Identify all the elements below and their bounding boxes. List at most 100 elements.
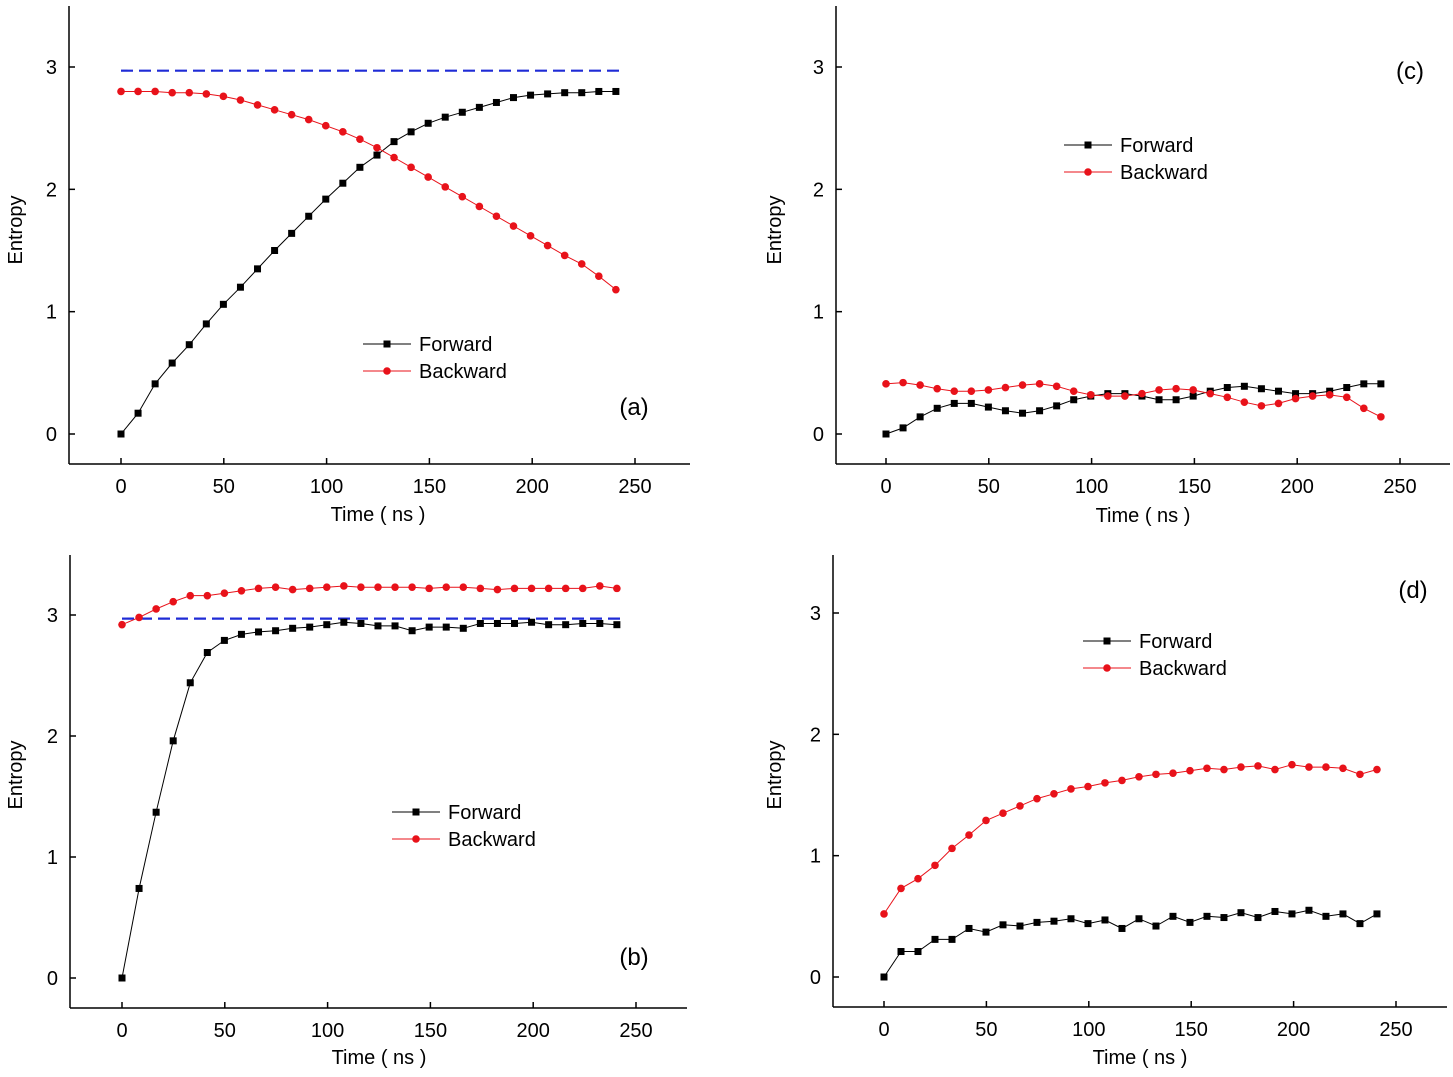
data-point-backward xyxy=(1339,764,1347,773)
data-point-forward xyxy=(1101,916,1109,924)
legend-label-forward: Forward xyxy=(1120,135,1193,157)
data-point-forward xyxy=(424,119,432,127)
data-point-forward xyxy=(272,627,280,635)
y-tick-label: 2 xyxy=(813,179,824,201)
data-point-forward xyxy=(510,619,518,627)
data-point-forward xyxy=(441,113,449,121)
data-point-backward xyxy=(459,583,468,591)
x-axis-title: Time ( ns ) xyxy=(332,1047,427,1069)
data-point-backward xyxy=(1169,769,1177,777)
data-point-forward xyxy=(1155,396,1163,404)
data-point-backward xyxy=(185,88,194,97)
data-point-forward xyxy=(459,624,467,632)
y-tick-label: 2 xyxy=(46,179,57,201)
data-point-forward xyxy=(967,399,975,407)
data-point-backward xyxy=(1305,763,1313,771)
data-point-forward xyxy=(1118,924,1126,932)
data-point-backward xyxy=(1356,770,1364,779)
data-point-forward xyxy=(1339,910,1347,918)
data-point-backward xyxy=(982,816,990,825)
x-tick-label: 100 xyxy=(311,1020,344,1042)
data-point-backward xyxy=(882,380,890,388)
data-point-backward xyxy=(458,192,467,201)
data-point-forward xyxy=(1220,914,1228,922)
legend-label-forward: Forward xyxy=(419,334,492,356)
data-point-backward xyxy=(1322,763,1330,771)
data-point-forward xyxy=(202,320,210,328)
legend-marker-backward xyxy=(1084,168,1092,176)
data-point-backward xyxy=(236,96,245,104)
data-point-backward xyxy=(613,584,621,593)
data-point-forward xyxy=(1036,407,1044,415)
data-point-backward xyxy=(578,584,587,593)
data-point-forward xyxy=(339,179,347,187)
x-tick-label: 50 xyxy=(978,476,1000,498)
data-point-backward xyxy=(1257,402,1266,410)
data-point-forward xyxy=(950,399,958,407)
data-point-backward xyxy=(322,583,331,591)
panel-b: 0 50 100 150 200 250 0 1 2 3 Time ( ns ) Entropy For… xyxy=(5,555,687,1069)
data-point-forward xyxy=(134,409,142,417)
data-point-forward xyxy=(579,619,587,627)
data-point-forward xyxy=(544,90,552,98)
panel-a: 0 50 100 150 200 250 0 1 2 3 Time ( ns ) Entropy For… xyxy=(5,6,690,526)
data-point-forward xyxy=(152,808,160,816)
x-tick-label: 200 xyxy=(1281,476,1314,498)
y-tick-label: 3 xyxy=(47,605,58,627)
data-point-backward xyxy=(1373,765,1381,774)
data-point-backward xyxy=(999,809,1007,817)
y-tick-label: 1 xyxy=(810,846,821,868)
data-point-forward xyxy=(1053,402,1061,410)
data-point-forward xyxy=(528,618,536,626)
data-point-backward xyxy=(914,874,922,883)
data-point-backward xyxy=(186,591,195,600)
data-point-backward xyxy=(899,378,907,387)
data-point-forward xyxy=(1070,396,1078,404)
data-point-forward xyxy=(1288,910,1296,918)
data-point-forward xyxy=(306,623,314,631)
data-point-forward xyxy=(1240,382,1248,390)
data-point-backward xyxy=(476,584,485,593)
data-point-backward xyxy=(1138,389,1146,398)
data-point-backward xyxy=(1206,389,1215,398)
data-point-backward xyxy=(1291,394,1300,403)
data-point-backward xyxy=(118,620,126,629)
data-point-forward xyxy=(185,341,193,349)
data-point-backward xyxy=(1220,765,1228,774)
data-point-forward xyxy=(168,359,176,367)
data-point-forward xyxy=(220,636,228,644)
data-point-backward xyxy=(1360,404,1368,413)
data-point-forward xyxy=(595,87,603,95)
data-point-forward xyxy=(1033,918,1041,926)
data-point-backward xyxy=(1152,770,1160,779)
data-point-backward xyxy=(253,101,262,109)
y-tick-label: 0 xyxy=(47,968,58,990)
x-tick-label: 0 xyxy=(878,1019,889,1041)
data-point-forward xyxy=(237,630,245,638)
data-point-forward xyxy=(1254,914,1262,922)
data-point-backward xyxy=(1288,760,1296,769)
data-point-backward xyxy=(1016,802,1024,810)
data-point-backward xyxy=(543,241,552,250)
data-point-backward xyxy=(441,183,450,191)
data-point-backward xyxy=(1121,392,1129,400)
legend-label-backward: Backward xyxy=(1139,658,1227,680)
data-point-backward xyxy=(933,384,941,393)
data-point-forward xyxy=(916,413,924,421)
data-point-forward xyxy=(219,300,227,308)
data-point-forward xyxy=(1001,407,1009,415)
data-point-backward xyxy=(1254,762,1262,770)
data-point-forward xyxy=(1084,920,1092,928)
data-point-forward xyxy=(509,94,517,102)
data-point-backward xyxy=(948,844,956,853)
data-point-forward xyxy=(1274,387,1282,395)
data-point-forward xyxy=(425,623,433,631)
series-line-forward xyxy=(883,909,1378,978)
data-point-forward xyxy=(562,621,570,629)
data-point-forward xyxy=(1016,922,1024,930)
x-tick-label: 150 xyxy=(414,1020,447,1042)
y-tick-label: 1 xyxy=(813,302,824,324)
data-point-forward xyxy=(613,621,621,629)
x-tick-label: 250 xyxy=(619,1020,652,1042)
data-point-backward xyxy=(577,260,586,268)
